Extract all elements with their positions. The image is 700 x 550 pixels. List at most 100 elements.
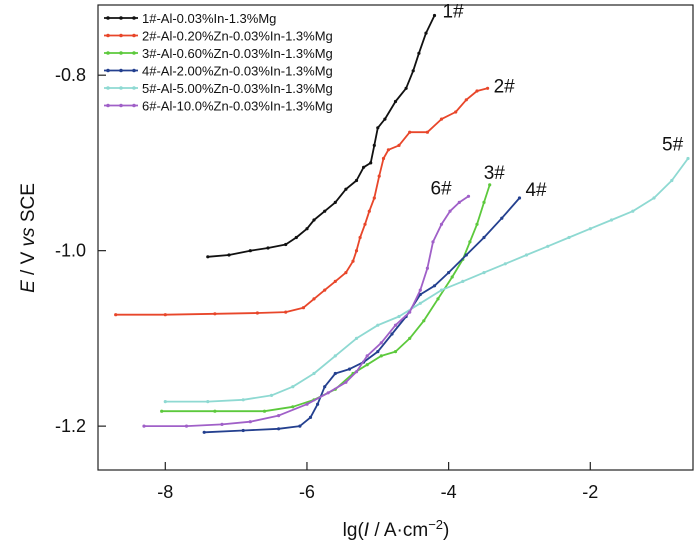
- legend-marker: [119, 33, 123, 38]
- data-point: [386, 148, 390, 152]
- legend-marker: [106, 68, 110, 73]
- legend-marker: [132, 33, 136, 38]
- data-point: [333, 371, 337, 376]
- legend: 1#-Al-0.03%In-1.3%Mg 2#-Al-0.20%Zn-0.03%I…: [104, 11, 333, 114]
- data-point: [379, 354, 383, 358]
- data-point: [358, 235, 362, 240]
- data-point: [439, 117, 444, 121]
- data-point: [486, 86, 490, 90]
- data-point: [301, 306, 305, 310]
- legend-marker: [132, 16, 136, 20]
- y-tick-label: -1.2: [55, 416, 86, 436]
- data-point: [457, 200, 461, 204]
- data-point: [241, 428, 245, 433]
- curve-label: 6#: [430, 178, 452, 199]
- curve-label: 1#: [442, 2, 464, 23]
- data-point: [362, 165, 366, 169]
- data-point: [269, 393, 274, 397]
- data-point: [408, 310, 412, 314]
- data-point: [424, 31, 428, 35]
- data-point: [344, 271, 348, 275]
- curve-labels: 1# 2# 3# 4# 5# 6#: [430, 2, 683, 201]
- data-point: [213, 409, 217, 413]
- data-point: [482, 200, 486, 204]
- legend-entry: 5#-Al-5.00%Zn-0.03%In-1.3%Mg: [142, 81, 333, 96]
- data-point: [432, 13, 437, 18]
- data-point: [464, 253, 468, 257]
- data-point: [482, 271, 486, 275]
- data-point: [323, 385, 327, 389]
- data-point: [422, 319, 426, 323]
- data-point: [482, 235, 486, 240]
- data-point: [163, 313, 167, 317]
- y-tick-label: -0.8: [55, 65, 86, 85]
- data-point: [308, 415, 313, 419]
- legend-marker: [119, 16, 123, 20]
- data-point: [466, 194, 471, 198]
- data-point: [475, 222, 479, 226]
- data-point: [344, 380, 348, 384]
- data-point: [363, 222, 367, 226]
- legend-marker: [132, 103, 136, 108]
- data-point: [333, 279, 337, 283]
- data-point: [468, 240, 472, 244]
- curve-label: 3#: [484, 163, 506, 184]
- data-point: [344, 187, 348, 191]
- data-point: [227, 253, 231, 257]
- data-point: [372, 196, 376, 200]
- y-tick-label: -1.0: [55, 241, 86, 261]
- data-point: [393, 323, 398, 327]
- data-point: [454, 110, 458, 114]
- data-point: [241, 398, 245, 402]
- data-point: [390, 332, 394, 336]
- data-point: [432, 284, 437, 288]
- legend-entry: 2#-Al-0.20%Zn-0.03%In-1.3%Mg: [142, 29, 333, 44]
- data-point: [316, 402, 320, 406]
- data-point: [284, 242, 288, 247]
- data-point: [160, 409, 164, 413]
- data-point: [326, 391, 330, 395]
- data-point: [376, 350, 380, 354]
- series-line-6: [144, 195, 469, 427]
- data-point: [567, 235, 571, 240]
- data-point: [351, 259, 355, 263]
- data-point: [184, 424, 189, 428]
- data-point: [686, 156, 690, 161]
- data-point: [202, 430, 206, 434]
- data-point: [354, 249, 359, 253]
- axis-ticks: -8 -6 -4 -2 -0.8 -1.0 -1.2: [55, 65, 598, 502]
- data-point: [354, 336, 359, 340]
- x-tick-label: -2: [582, 482, 598, 502]
- data-point: [291, 385, 295, 389]
- data-point: [397, 143, 401, 147]
- data-point: [417, 51, 421, 55]
- data-point: [464, 98, 468, 102]
- data-point: [376, 126, 380, 130]
- data-point: [383, 117, 387, 121]
- series-line-5: [165, 157, 689, 403]
- data-point: [220, 422, 224, 426]
- curves: [114, 13, 690, 434]
- legend-marker: [119, 51, 123, 55]
- curve-label: 4#: [525, 180, 547, 201]
- data-point: [114, 313, 118, 317]
- x-tick-label: -6: [299, 482, 315, 502]
- data-point: [305, 402, 309, 406]
- data-point: [425, 130, 429, 134]
- data-point: [365, 354, 369, 358]
- data-point: [652, 196, 656, 200]
- data-point: [312, 297, 316, 301]
- data-point: [631, 209, 635, 213]
- legend-entry: 3#-Al-0.60%Zn-0.03%In-1.3%Mg: [142, 46, 333, 61]
- data-point: [418, 288, 422, 292]
- data-point: [163, 400, 167, 404]
- legend-marker: [119, 103, 123, 108]
- data-point: [393, 99, 398, 104]
- data-point: [365, 363, 369, 367]
- data-point: [670, 178, 674, 183]
- data-point: [333, 200, 337, 204]
- data-point: [277, 414, 281, 418]
- legend-marker: [106, 33, 110, 38]
- legend-marker: [132, 86, 136, 90]
- data-point: [588, 227, 592, 231]
